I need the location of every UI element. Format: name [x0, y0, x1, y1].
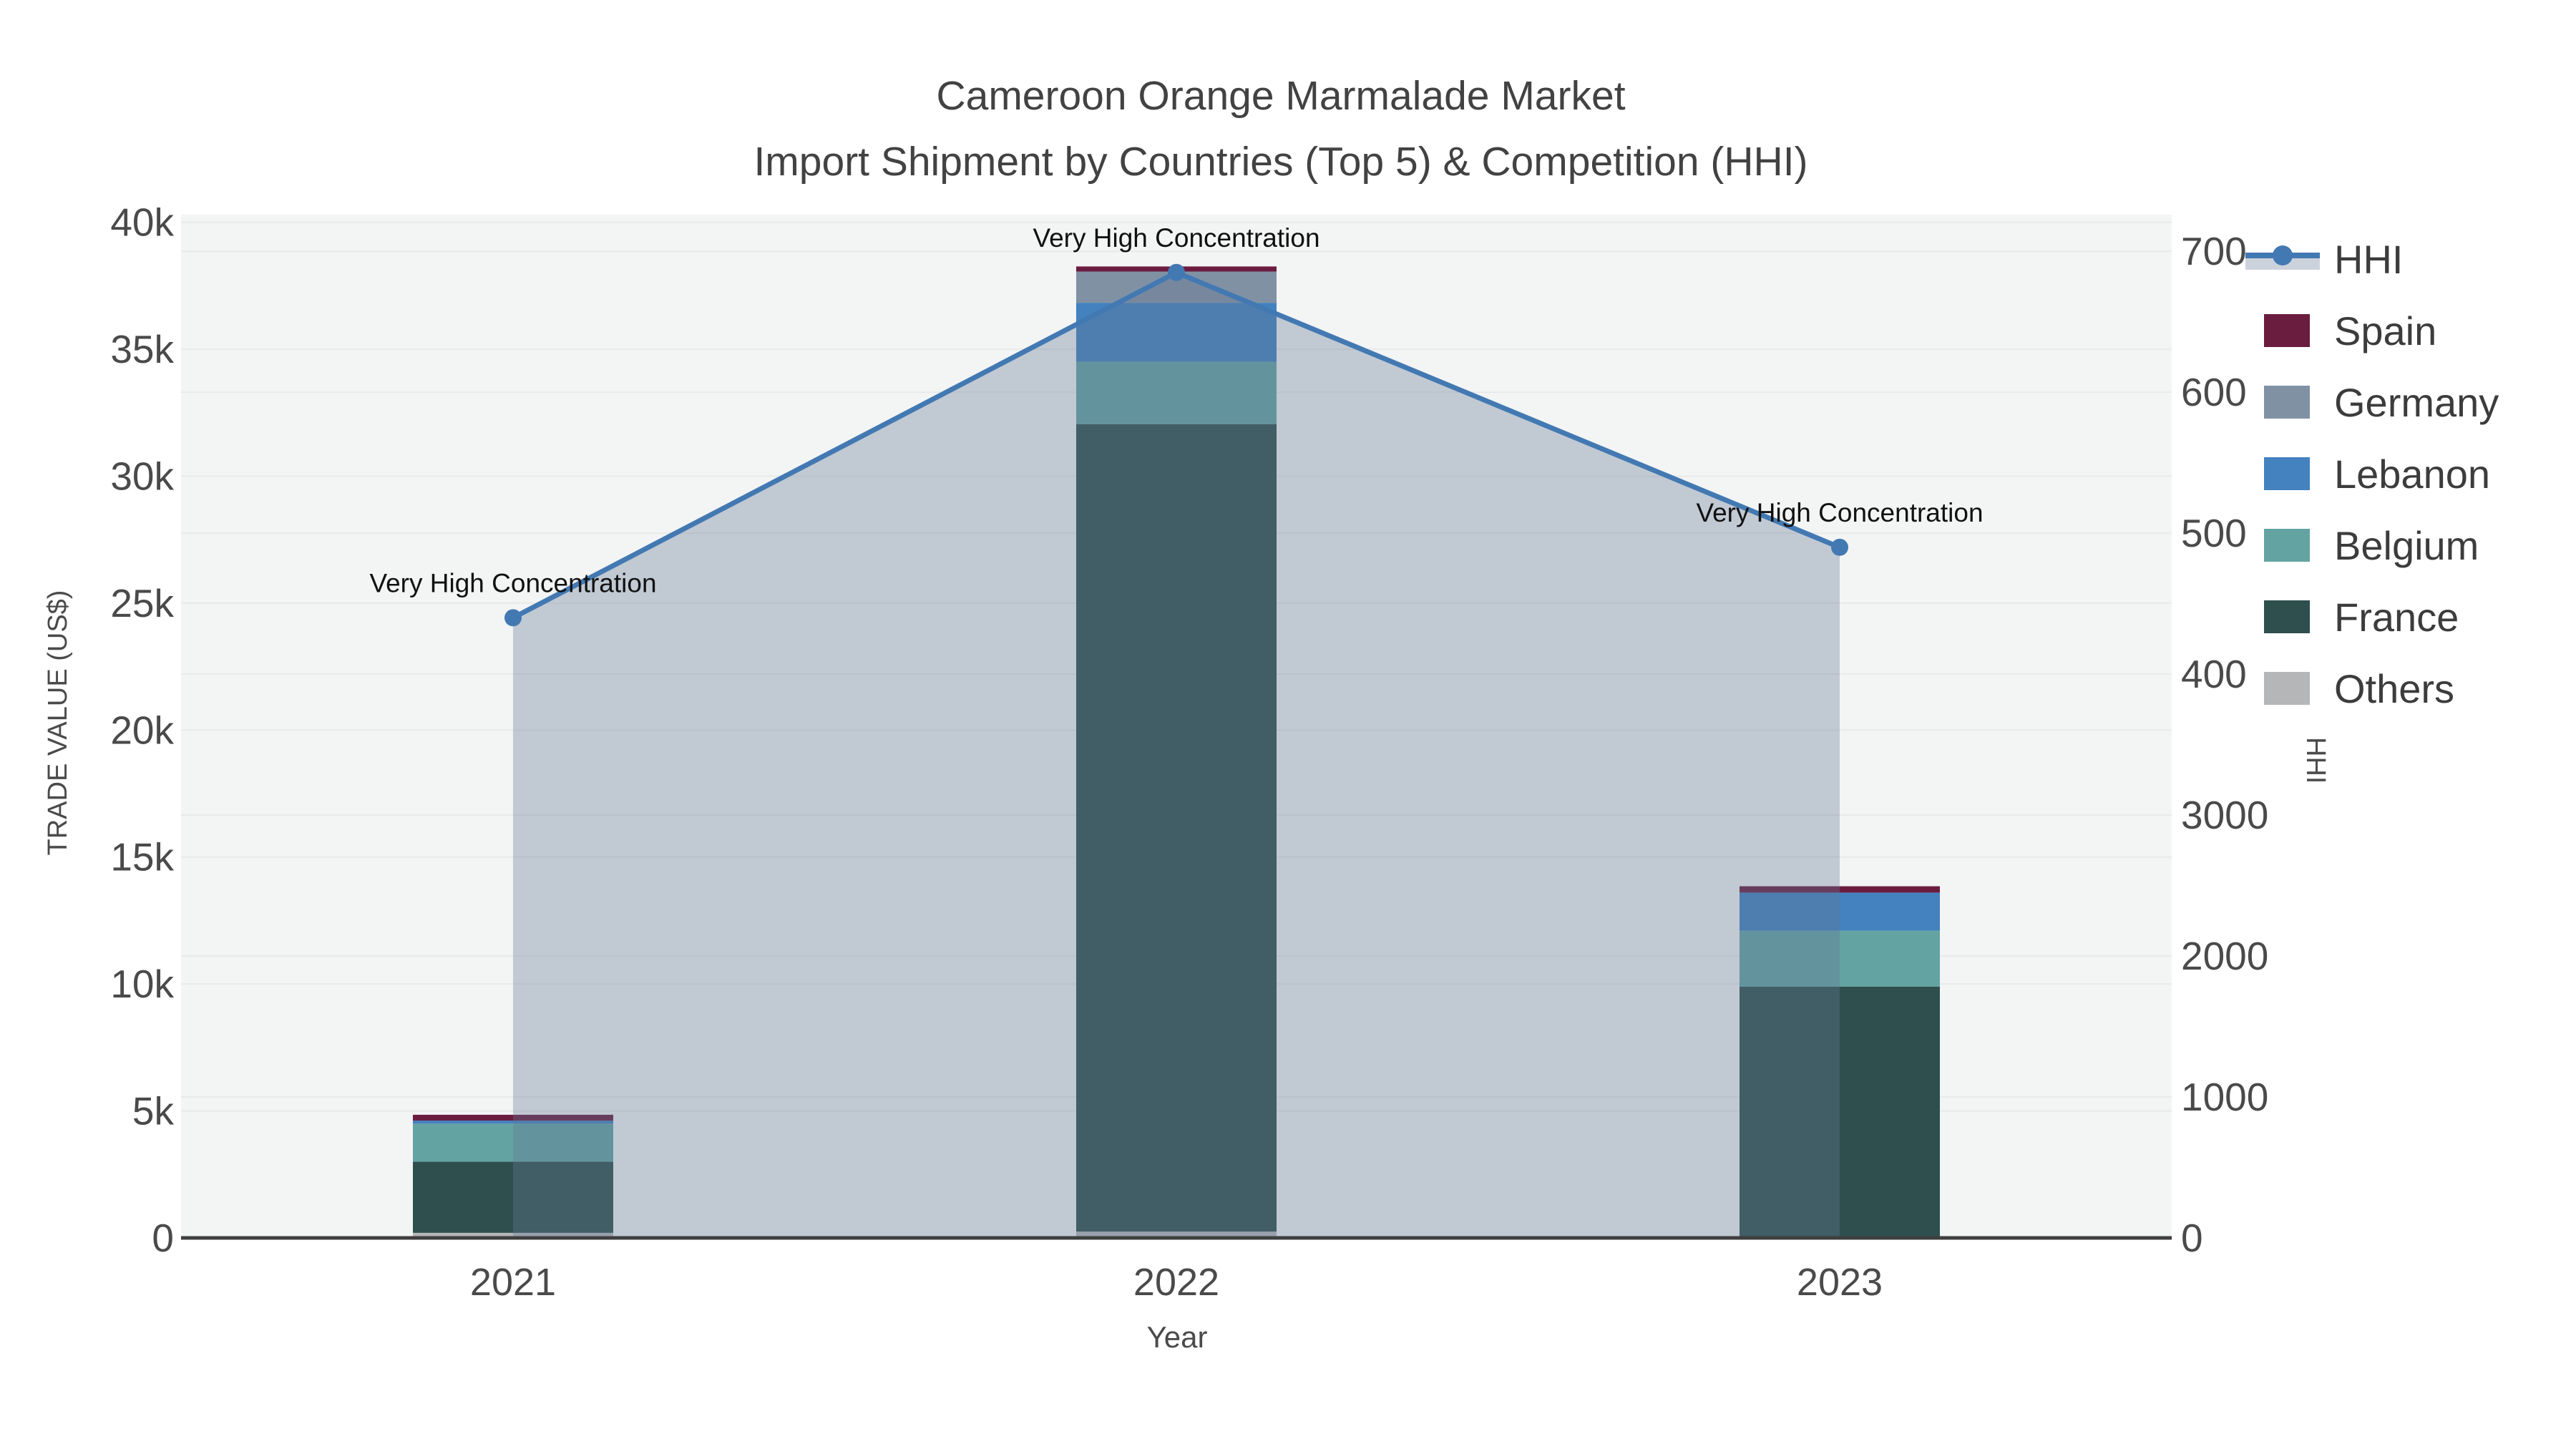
- bar-segment-others-2022[interactable]: [1076, 1231, 1277, 1238]
- bar-segment-lebanon-2023[interactable]: [1740, 892, 1940, 931]
- hhi-marker-2022[interactable]: [1168, 263, 1185, 281]
- legend-color-swatch-icon: [2264, 600, 2310, 633]
- y-tick-10000: 10k: [110, 962, 174, 1006]
- bar-segment-lebanon-2022[interactable]: [1076, 303, 1277, 362]
- legend-label: Others: [2334, 665, 2455, 711]
- hhi-marker-2023[interactable]: [1831, 538, 1848, 556]
- hhi-area-fill: [513, 272, 1840, 1238]
- y2-tick-1000: 1000: [2181, 1075, 2268, 1119]
- legend-item-belgium[interactable]: Belgium: [2245, 509, 2569, 581]
- hhi-marker-2021[interactable]: [504, 609, 522, 627]
- legend-color-swatch-icon: [2264, 457, 2310, 490]
- x-tick-2021: 2021: [470, 1261, 556, 1304]
- legend-label: Germany: [2334, 379, 2499, 425]
- legend-item-lebanon[interactable]: Lebanon: [2245, 438, 2569, 509]
- legend-label: Belgium: [2334, 522, 2479, 568]
- y-tick-40000: 40k: [110, 200, 174, 245]
- legend-color-swatch-icon: [2264, 672, 2310, 705]
- bar-segment-belgium-2023[interactable]: [1740, 930, 1940, 987]
- y-tick-5000: 5k: [132, 1089, 175, 1133]
- y2-tick-3000: 3000: [2181, 793, 2268, 837]
- bar-segment-lebanon-2021[interactable]: [413, 1121, 613, 1124]
- legend-color-swatch-icon: [2264, 314, 2310, 347]
- legend-item-spain[interactable]: Spain: [2245, 295, 2569, 366]
- annotation-very-high-concentration-2023: Very High Concentration: [1696, 498, 1983, 527]
- x-axis-title: Year: [1146, 1320, 1208, 1354]
- y2-tick-0: 0: [2181, 1216, 2203, 1260]
- bar-segment-others-2021[interactable]: [413, 1232, 613, 1238]
- y-tick-25000: 25k: [110, 581, 174, 625]
- y2-tick-2000: 2000: [2181, 934, 2268, 978]
- legend-line-swatch-icon: [2245, 243, 2320, 275]
- legend-item-france[interactable]: France: [2245, 581, 2569, 653]
- bar-segment-spain-2021[interactable]: [413, 1114, 613, 1121]
- bar-segment-france-2022[interactable]: [1076, 424, 1277, 1232]
- legend-color-swatch-icon: [2264, 529, 2310, 562]
- x-tick-2022: 2022: [1133, 1261, 1219, 1304]
- bar-segment-spain-2023[interactable]: [1740, 886, 1940, 893]
- legend-label: Lebanon: [2334, 451, 2491, 497]
- y-tick-20000: 20k: [110, 708, 174, 752]
- bar-segment-france-2023[interactable]: [1740, 986, 1940, 1238]
- annotations: Very High Concentration Very High Concent…: [369, 223, 1983, 598]
- bar-segment-france-2021[interactable]: [413, 1161, 613, 1233]
- legend-item-others[interactable]: Others: [2245, 653, 2569, 724]
- legend-item-hhi[interactable]: HHI: [2245, 223, 2569, 295]
- legend: HHI Spain Germany Lebanon Belgium France Other…: [2245, 216, 2569, 731]
- legend-color-swatch-icon: [2264, 386, 2310, 419]
- y-tick-30000: 30k: [110, 454, 174, 498]
- bar-segment-belgium-2021[interactable]: [413, 1123, 613, 1162]
- annotation-very-high-concentration-2022: Very High Concentration: [1033, 223, 1319, 253]
- legend-label: HHI: [2334, 236, 2404, 282]
- y-tick-0: 0: [152, 1216, 174, 1260]
- y-tick-15000: 15k: [110, 835, 174, 879]
- annotation-very-high-concentration-2021: Very High Concentration: [369, 568, 656, 597]
- legend-item-germany[interactable]: Germany: [2245, 366, 2569, 438]
- legend-label: Spain: [2334, 308, 2437, 353]
- x-tick-2023: 2023: [1797, 1261, 1883, 1304]
- bar-series: [413, 266, 1940, 1238]
- legend-label: France: [2334, 594, 2459, 640]
- bar-segment-belgium-2022[interactable]: [1076, 361, 1277, 424]
- y-tick-35000: 35k: [110, 327, 174, 371]
